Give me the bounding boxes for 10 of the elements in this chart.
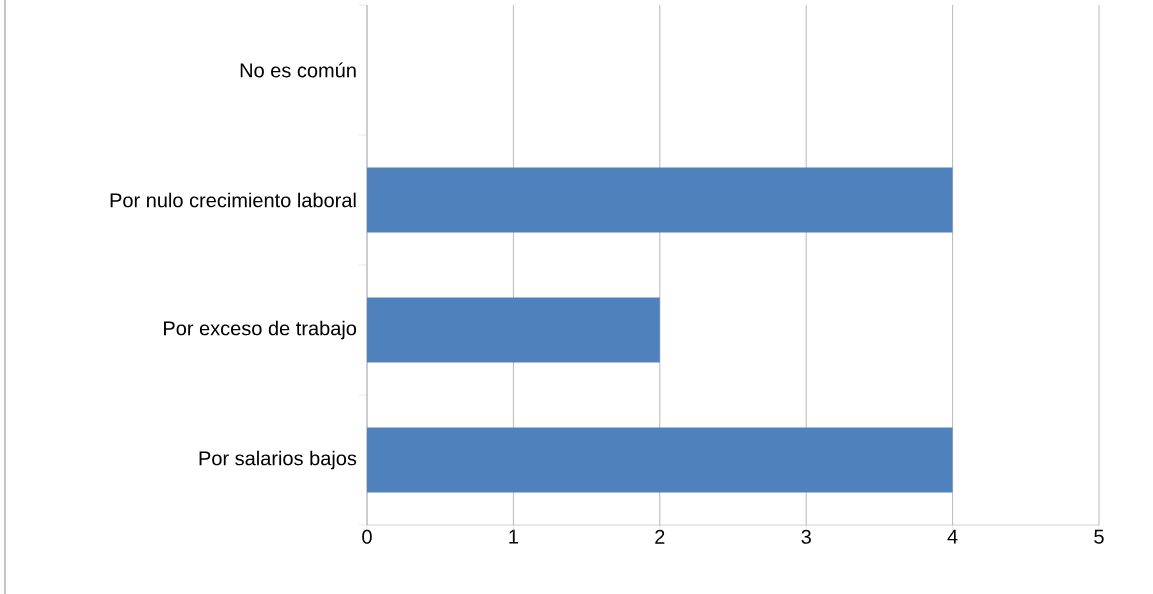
x-tick-label: 2 xyxy=(655,529,665,544)
y-tick-label: Por salarios bajos xyxy=(199,450,357,470)
x-tick-label: 5 xyxy=(1094,529,1104,544)
x-tick-label: 0 xyxy=(362,529,372,544)
y-tick-label: Por exceso de trabajo xyxy=(164,320,357,340)
x-tick-label: 1 xyxy=(509,529,518,544)
y-tick-label: Por nulo crecimiento laboral xyxy=(110,192,356,208)
x-tick-label: 3 xyxy=(801,529,811,544)
y-tick-label: No es común xyxy=(240,62,356,78)
x-tick-label: 4 xyxy=(947,529,958,544)
